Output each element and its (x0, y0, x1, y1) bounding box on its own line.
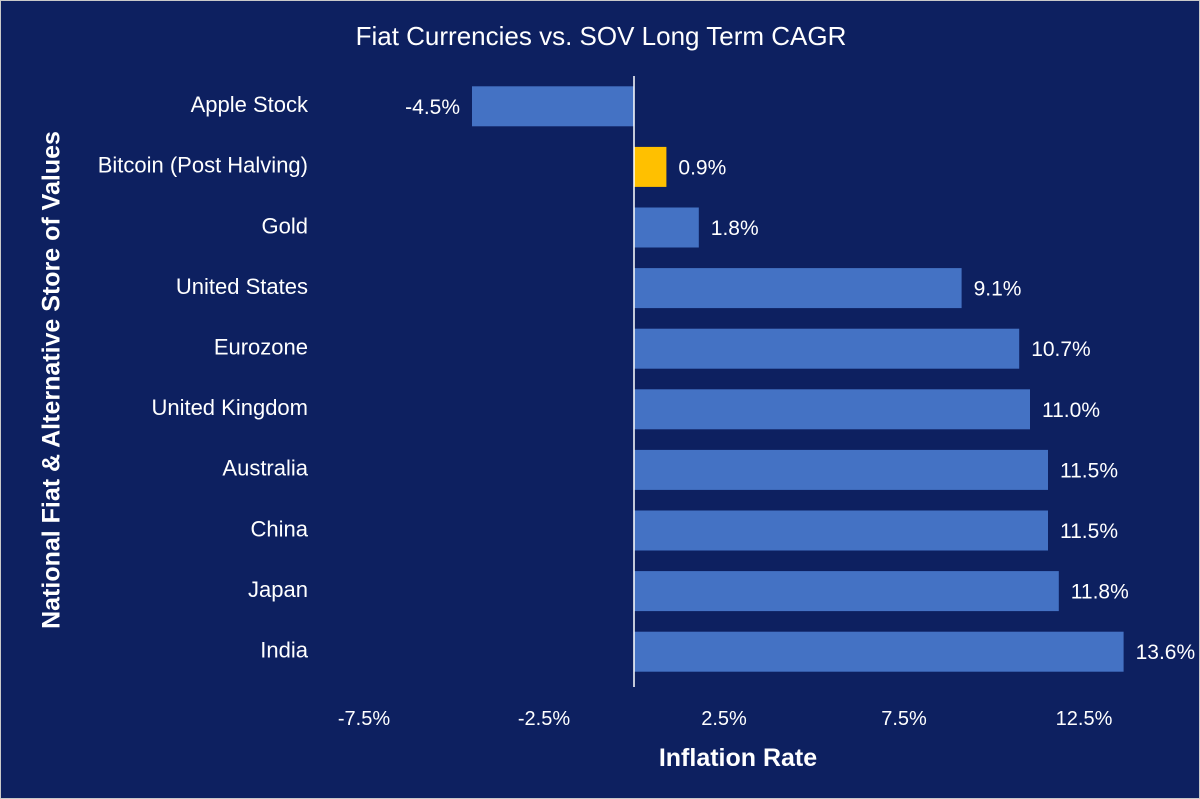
x-tick-label: 7.5% (881, 708, 927, 730)
category-label-japan: Japan (248, 577, 308, 602)
category-label-eurozone: Eurozone (214, 335, 308, 360)
bar-united-states (634, 268, 962, 309)
x-axis-title: Inflation Rate (659, 744, 817, 772)
bar-japan (634, 571, 1059, 612)
chart-title: Fiat Currencies vs. SOV Long Term CAGR (356, 21, 847, 51)
bar-eurozone (634, 328, 1020, 369)
data-label-united-kingdom: 11.0% (1042, 399, 1100, 422)
x-tick-label: -2.5% (518, 708, 570, 730)
bar-apple-stock (472, 86, 634, 127)
data-label-japan: 11.8% (1071, 581, 1129, 604)
x-tick-label: 2.5% (701, 708, 747, 730)
data-label-apple-stock: -4.5% (405, 96, 460, 119)
data-label-china: 11.5% (1060, 520, 1118, 543)
x-tick-label: -7.5% (338, 708, 390, 730)
data-label-australia: 11.5% (1060, 459, 1118, 482)
category-label-australia: Australia (222, 456, 308, 481)
category-label-gold: Gold (262, 213, 308, 238)
y-axis-title: National Fiat & Alternative Store of Val… (38, 131, 66, 629)
plot-area: Apple Stock -4.5% Bitcoin (Post Halving) 0.… (98, 76, 1195, 730)
category-label-india: India (260, 638, 308, 663)
bar-australia (634, 449, 1048, 490)
data-label-eurozone: 10.7% (1031, 338, 1091, 361)
category-label-united-kingdom: United Kingdom (151, 395, 308, 420)
data-label-gold: 1.8% (711, 217, 759, 240)
x-tick-label: 12.5% (1056, 708, 1113, 730)
category-label-united-states: United States (176, 274, 308, 299)
category-label-china: China (251, 516, 309, 541)
bar-gold (634, 207, 699, 248)
bar-bitcoin-post-halving (634, 146, 667, 187)
data-label-united-states: 9.1% (974, 278, 1022, 301)
bar-united-kingdom (634, 389, 1030, 430)
bar-india (634, 631, 1124, 672)
data-label-india: 13.6% (1136, 641, 1196, 664)
category-label-bitcoin-post-halving: Bitcoin (Post Halving) (98, 153, 308, 178)
category-label-apple-stock: Apple Stock (191, 92, 309, 117)
bar-china (634, 510, 1048, 551)
data-label-bitcoin-post-halving: 0.9% (678, 156, 726, 179)
